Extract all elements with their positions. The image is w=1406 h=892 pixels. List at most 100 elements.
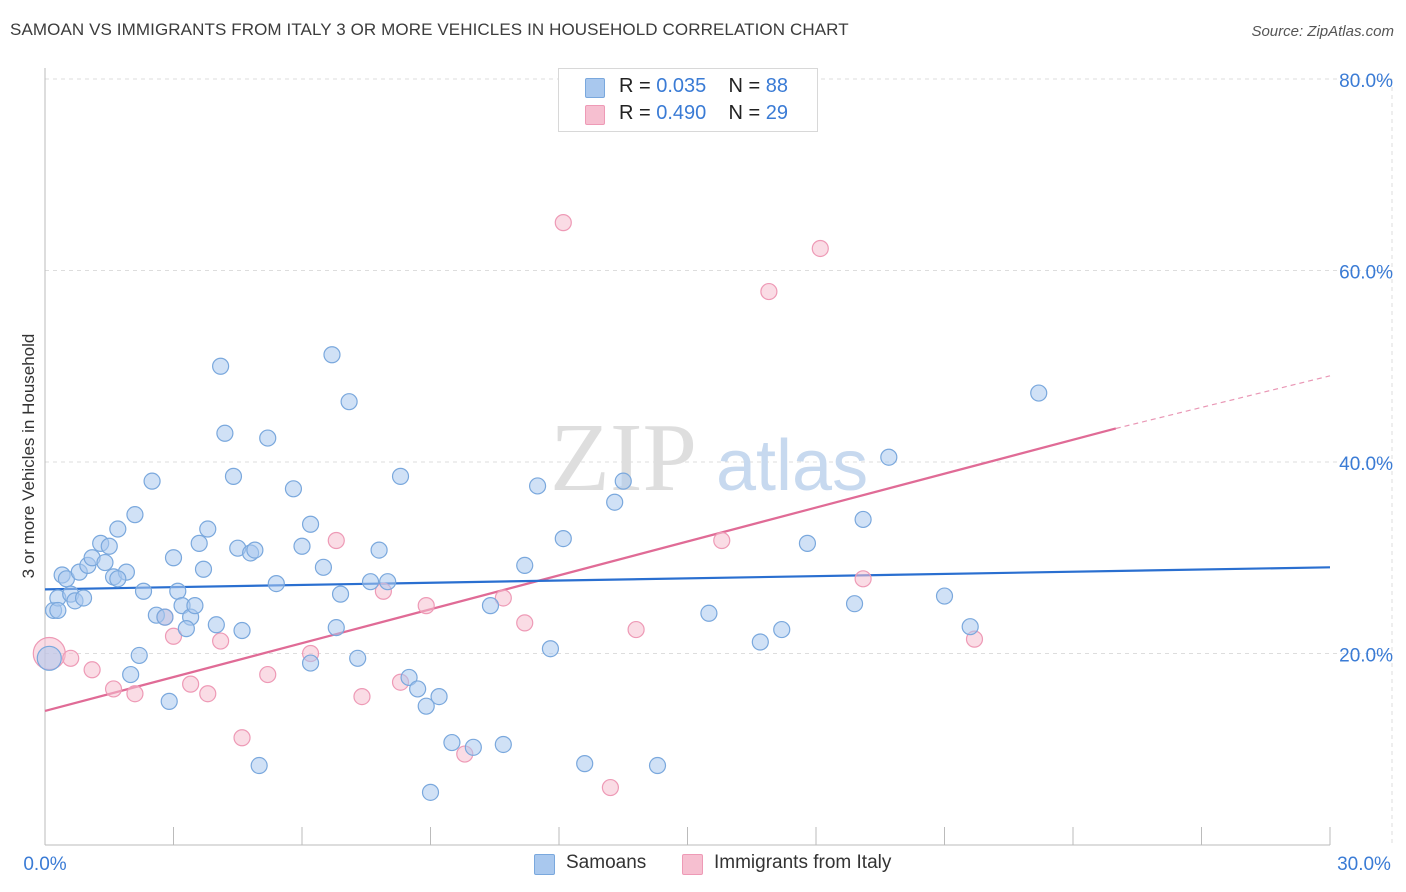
point-italy — [62, 649, 80, 667]
point-samoans — [700, 604, 718, 622]
chart-title: SAMOAN VS IMMIGRANTS FROM ITALY 3 OR MOR… — [10, 20, 849, 39]
point-samoans — [74, 589, 93, 607]
point-italy — [554, 214, 572, 232]
point-samoans — [109, 520, 127, 538]
point-samoans — [845, 595, 864, 613]
point-samoans — [961, 618, 979, 636]
point-samoans — [314, 558, 333, 576]
point-samoans — [100, 537, 118, 555]
legend-swatch-italy — [585, 105, 605, 125]
point-samoans — [361, 573, 380, 591]
point-samoans — [773, 620, 791, 639]
point-italy — [83, 661, 101, 679]
bottom-legend-swatch-italy — [682, 854, 703, 875]
point-samoans — [259, 429, 277, 447]
point-samoans — [246, 541, 264, 559]
point-samoans — [554, 529, 572, 548]
point-samoans — [340, 393, 358, 411]
x-tick-label: 0.0% — [23, 854, 66, 875]
point-samoans — [169, 582, 187, 600]
point-italy — [854, 570, 872, 588]
point-italy — [259, 665, 277, 684]
point-samoans — [96, 553, 114, 572]
point-samoans — [379, 573, 397, 591]
point-samoans — [134, 582, 153, 600]
point-samoans — [177, 620, 195, 638]
point-samoans — [126, 506, 144, 524]
point-italy — [182, 675, 200, 693]
point-samoans — [854, 510, 872, 529]
point-italy — [353, 687, 371, 706]
point-samoans — [1030, 384, 1048, 402]
point-samoans — [212, 357, 230, 375]
point-italy — [811, 239, 829, 258]
axes — [44, 68, 1331, 846]
point-samoans — [293, 537, 311, 555]
legend-r-value: 0.035 — [656, 75, 707, 97]
point-italy — [601, 778, 620, 797]
point-samoans — [143, 472, 161, 490]
trend-line-italy-dashed — [1115, 375, 1331, 430]
y-tick-labels: 20.0% 40.0% 60.0% 80.0% — [1339, 71, 1393, 667]
point-samoans — [301, 515, 320, 533]
trend-line-samoans — [44, 566, 1331, 591]
legend-r-label: R = — [619, 75, 651, 97]
bottom-legend-swatch-samoans — [534, 854, 555, 875]
point-italy — [713, 531, 731, 550]
point-italy — [104, 680, 123, 698]
y-tick-label: 40.0% — [1339, 454, 1393, 475]
point-samoans — [199, 520, 217, 538]
point-samoans — [798, 534, 817, 552]
point-italy — [627, 620, 645, 639]
bottom-legend-label-samoans: Samoans — [566, 852, 647, 873]
point-samoans — [935, 587, 954, 605]
point-samoans — [130, 646, 148, 665]
y-axis-label: 3 or more Vehicles in Household — [19, 334, 38, 579]
point-samoans — [421, 783, 440, 801]
bottom-legend-label-italy: Immigrants from Italy — [714, 852, 892, 873]
point-samoans — [516, 556, 534, 575]
point-italy — [760, 282, 778, 301]
source-label: Source: ZipAtlas.com — [1251, 23, 1394, 40]
point-samoans — [370, 541, 388, 559]
point-samoans — [541, 640, 560, 658]
point-samoans — [327, 619, 345, 637]
legend-r-label: R = — [619, 102, 651, 124]
point-samoans — [216, 424, 234, 442]
point-samoans — [186, 597, 204, 615]
legend-n-value: 29 — [765, 102, 789, 124]
watermark-zip: ZIP — [550, 404, 697, 512]
y-tick-label: 80.0% — [1339, 71, 1393, 92]
point-samoans — [391, 467, 410, 485]
point-samoans — [194, 560, 213, 578]
point-samoans — [648, 756, 667, 775]
trend-line-italy — [44, 375, 1331, 713]
point-italy — [494, 589, 512, 607]
trend-line-italy-solid — [44, 427, 1117, 713]
point-samoans — [207, 616, 225, 634]
x-tick-label: 30.0% — [1337, 854, 1391, 875]
point-samoans — [409, 680, 427, 698]
point-italy — [126, 685, 144, 703]
point-samoans — [349, 649, 367, 667]
point-samoans — [751, 633, 769, 651]
point-samoans — [224, 467, 243, 485]
point-samoans — [267, 575, 285, 593]
point-samoans — [49, 601, 67, 620]
point-samoans — [156, 608, 174, 626]
point-samoans — [494, 735, 512, 754]
point-samoans — [576, 755, 594, 773]
point-samoans — [250, 756, 268, 775]
legend: R = 0.035 N = 88 R = 0.490 N = 29 — [558, 68, 818, 132]
point-italy — [327, 531, 345, 550]
point-samoans — [464, 738, 482, 756]
point-samoans — [109, 570, 127, 588]
point-samoans — [122, 665, 140, 684]
point-samoans — [430, 687, 448, 706]
point-italy — [417, 597, 435, 615]
point-italy — [233, 729, 251, 747]
legend-swatch-samoans — [585, 78, 605, 98]
point-samoans — [443, 733, 461, 752]
point-samoans — [481, 597, 500, 615]
